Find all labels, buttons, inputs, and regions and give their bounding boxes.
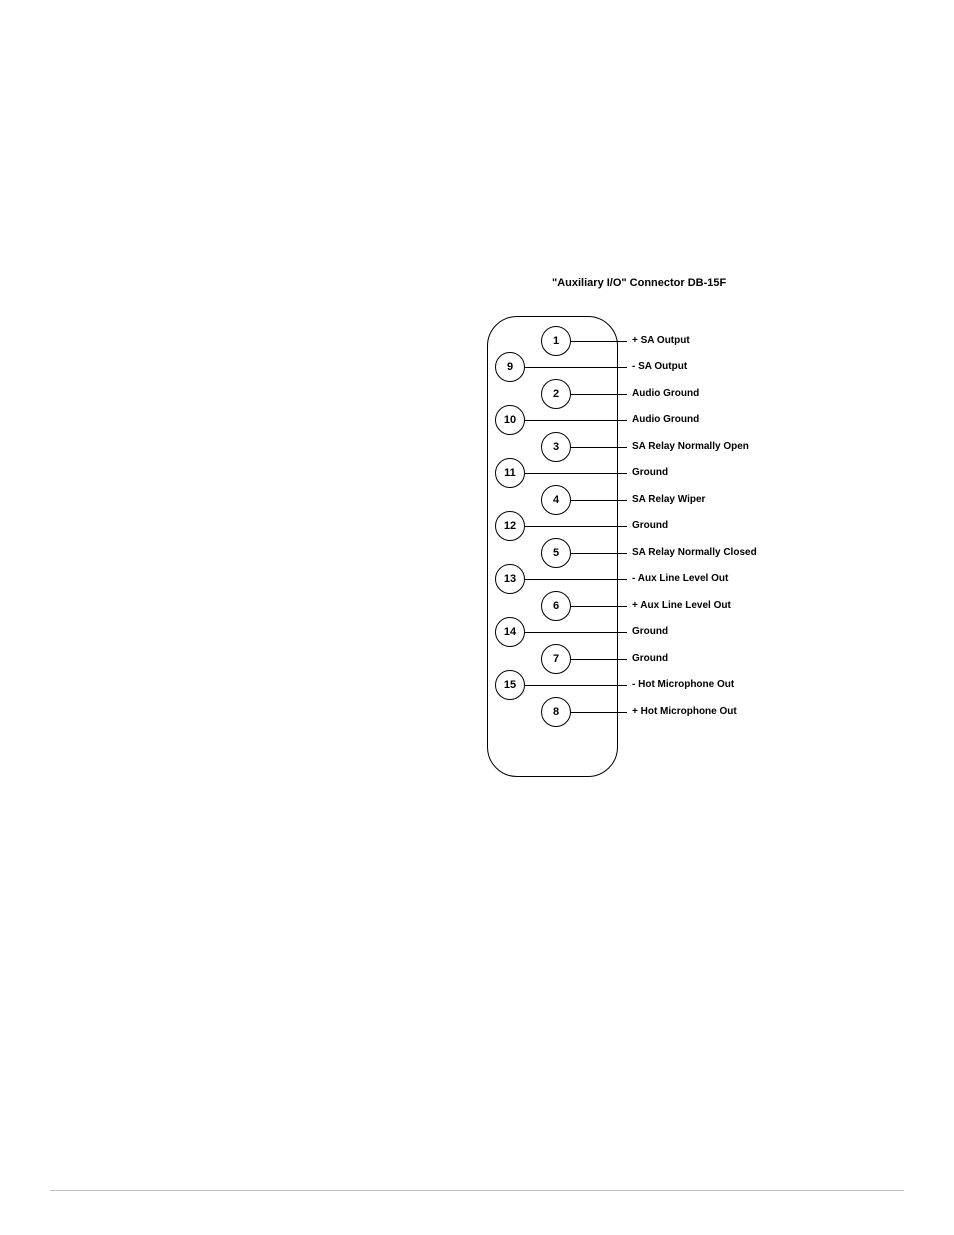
leader-1	[571, 341, 627, 342]
leader-14	[525, 632, 627, 633]
pin-label-15: - Hot Microphone Out	[632, 679, 734, 690]
leader-4	[571, 500, 627, 501]
leader-9	[525, 367, 627, 368]
pin-label-6: + Aux Line Level Out	[632, 600, 731, 611]
pin-7: 7	[541, 644, 571, 674]
pin-label-1: + SA Output	[632, 335, 690, 346]
leader-10	[525, 420, 627, 421]
pin-label-5: SA Relay Normally Closed	[632, 547, 757, 558]
pin-label-13: - Aux Line Level Out	[632, 573, 728, 584]
pin-label-2: Audio Ground	[632, 388, 699, 399]
pin-4: 4	[541, 485, 571, 515]
pin-15: 15	[495, 670, 525, 700]
pin-label-11: Ground	[632, 467, 668, 478]
pin-2: 2	[541, 379, 571, 409]
leader-2	[571, 394, 627, 395]
pin-1: 1	[541, 326, 571, 356]
pin-12: 12	[495, 511, 525, 541]
pin-13: 13	[495, 564, 525, 594]
pin-label-8: + Hot Microphone Out	[632, 706, 737, 717]
leader-8	[571, 712, 627, 713]
leader-12	[525, 526, 627, 527]
pin-8: 8	[541, 697, 571, 727]
leader-11	[525, 473, 627, 474]
pin-label-9: - SA Output	[632, 361, 687, 372]
leader-6	[571, 606, 627, 607]
leader-3	[571, 447, 627, 448]
leader-13	[525, 579, 627, 580]
pin-label-3: SA Relay Normally Open	[632, 441, 749, 452]
pin-6: 6	[541, 591, 571, 621]
pin-10: 10	[495, 405, 525, 435]
pin-label-14: Ground	[632, 626, 668, 637]
leader-5	[571, 553, 627, 554]
footer-rule	[50, 1190, 904, 1191]
pin-14: 14	[495, 617, 525, 647]
leader-7	[571, 659, 627, 660]
pin-5: 5	[541, 538, 571, 568]
pin-label-10: Audio Ground	[632, 414, 699, 425]
pin-label-7: Ground	[632, 653, 668, 664]
pin-11: 11	[495, 458, 525, 488]
pin-9: 9	[495, 352, 525, 382]
leader-15	[525, 685, 627, 686]
diagram-title: "Auxiliary I/O" Connector DB-15F	[552, 277, 726, 289]
pin-label-12: Ground	[632, 520, 668, 531]
pin-label-4: SA Relay Wiper	[632, 494, 705, 505]
pin-3: 3	[541, 432, 571, 462]
